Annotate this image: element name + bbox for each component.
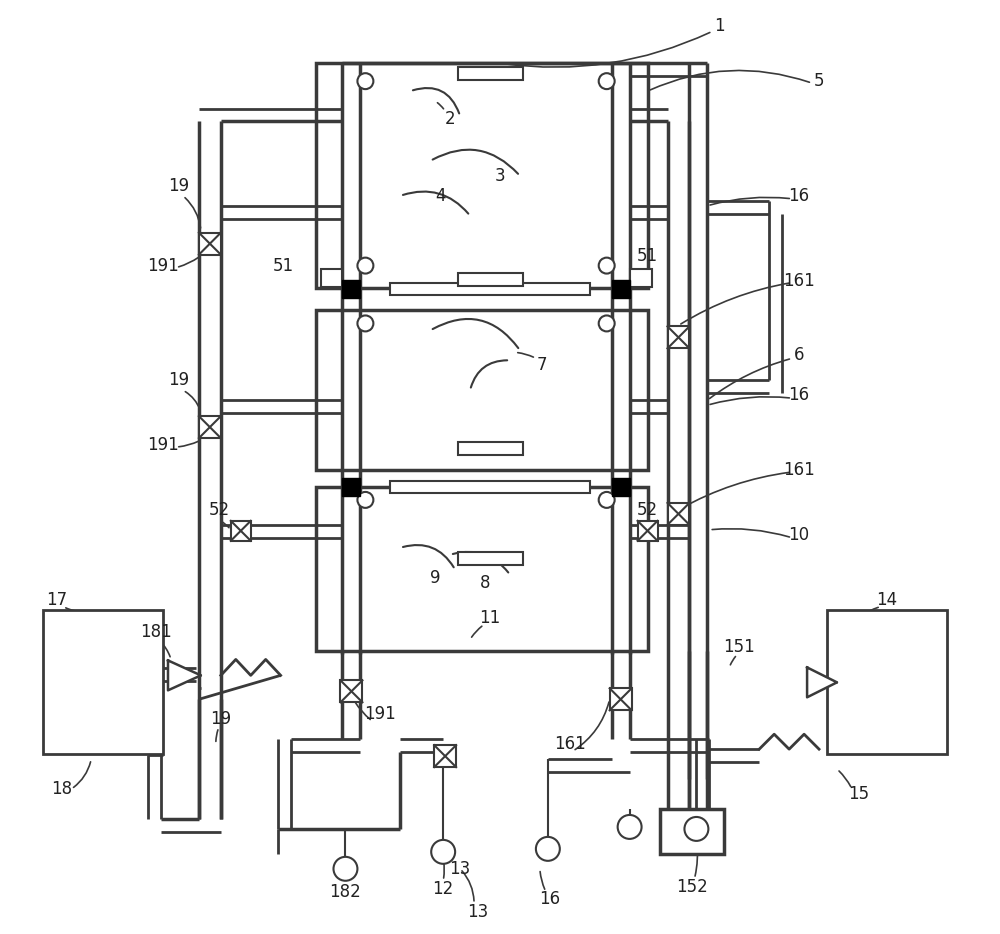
Text: 191: 191 xyxy=(147,436,179,454)
Circle shape xyxy=(357,258,373,274)
Bar xyxy=(660,809,724,854)
Text: 152: 152 xyxy=(677,878,708,896)
Text: 4: 4 xyxy=(435,187,445,205)
Bar xyxy=(199,233,221,255)
Text: 19: 19 xyxy=(168,371,190,389)
Text: 15: 15 xyxy=(848,785,869,803)
Text: 12: 12 xyxy=(433,880,454,898)
Text: 161: 161 xyxy=(783,461,815,479)
Text: 11: 11 xyxy=(479,609,501,627)
Polygon shape xyxy=(168,660,201,690)
Bar xyxy=(458,273,523,286)
Text: 191: 191 xyxy=(364,705,396,723)
Text: 7: 7 xyxy=(537,356,547,375)
Text: 151: 151 xyxy=(723,639,755,657)
Circle shape xyxy=(536,837,560,861)
Text: 52: 52 xyxy=(208,501,229,519)
Bar xyxy=(316,64,648,288)
Circle shape xyxy=(599,73,615,89)
Text: 8: 8 xyxy=(480,573,490,591)
Circle shape xyxy=(684,817,708,841)
Bar xyxy=(199,417,221,438)
Bar xyxy=(316,487,648,651)
Text: 16: 16 xyxy=(789,387,810,404)
Text: 18: 18 xyxy=(51,780,72,798)
Circle shape xyxy=(599,492,615,508)
Circle shape xyxy=(333,856,357,881)
Bar xyxy=(668,326,689,348)
Text: 16: 16 xyxy=(789,187,810,205)
Bar xyxy=(630,269,652,287)
Bar xyxy=(827,610,947,754)
Bar xyxy=(612,279,630,298)
Text: 13: 13 xyxy=(449,860,471,878)
Text: 5: 5 xyxy=(814,72,824,91)
Text: 19: 19 xyxy=(210,710,231,729)
Circle shape xyxy=(618,815,642,839)
Circle shape xyxy=(431,840,455,864)
Text: 3: 3 xyxy=(495,167,505,185)
Text: 161: 161 xyxy=(783,272,815,290)
Text: 181: 181 xyxy=(140,622,172,641)
Bar xyxy=(610,688,632,710)
Text: 14: 14 xyxy=(876,590,897,609)
Bar xyxy=(638,521,658,541)
Text: 19: 19 xyxy=(168,177,190,195)
Bar xyxy=(458,67,523,80)
Text: 182: 182 xyxy=(330,883,361,900)
Bar xyxy=(612,478,630,496)
Text: 9: 9 xyxy=(430,569,440,587)
Text: 51: 51 xyxy=(637,247,658,264)
Polygon shape xyxy=(807,668,837,698)
Text: 191: 191 xyxy=(147,257,179,275)
Bar xyxy=(340,680,362,702)
Bar xyxy=(316,310,648,470)
Bar xyxy=(458,442,523,455)
Bar xyxy=(390,283,590,294)
Circle shape xyxy=(599,316,615,332)
Circle shape xyxy=(357,492,373,508)
Circle shape xyxy=(357,73,373,89)
Text: 13: 13 xyxy=(467,902,489,921)
Text: 10: 10 xyxy=(789,526,810,544)
Bar xyxy=(231,521,251,541)
Text: 1: 1 xyxy=(714,18,725,35)
Bar xyxy=(342,279,360,298)
Text: 17: 17 xyxy=(46,590,67,609)
Bar xyxy=(668,502,689,525)
Bar xyxy=(434,745,456,767)
Bar xyxy=(342,478,360,496)
Text: 6: 6 xyxy=(794,347,804,364)
Circle shape xyxy=(357,316,373,332)
Text: 2: 2 xyxy=(445,110,455,128)
Text: 52: 52 xyxy=(637,501,658,519)
Bar xyxy=(43,610,163,754)
Bar xyxy=(458,552,523,565)
Text: 16: 16 xyxy=(539,890,560,908)
Text: 51: 51 xyxy=(273,257,294,275)
Bar xyxy=(390,481,590,493)
Circle shape xyxy=(599,258,615,274)
Text: 161: 161 xyxy=(554,735,586,753)
Bar xyxy=(321,269,342,287)
